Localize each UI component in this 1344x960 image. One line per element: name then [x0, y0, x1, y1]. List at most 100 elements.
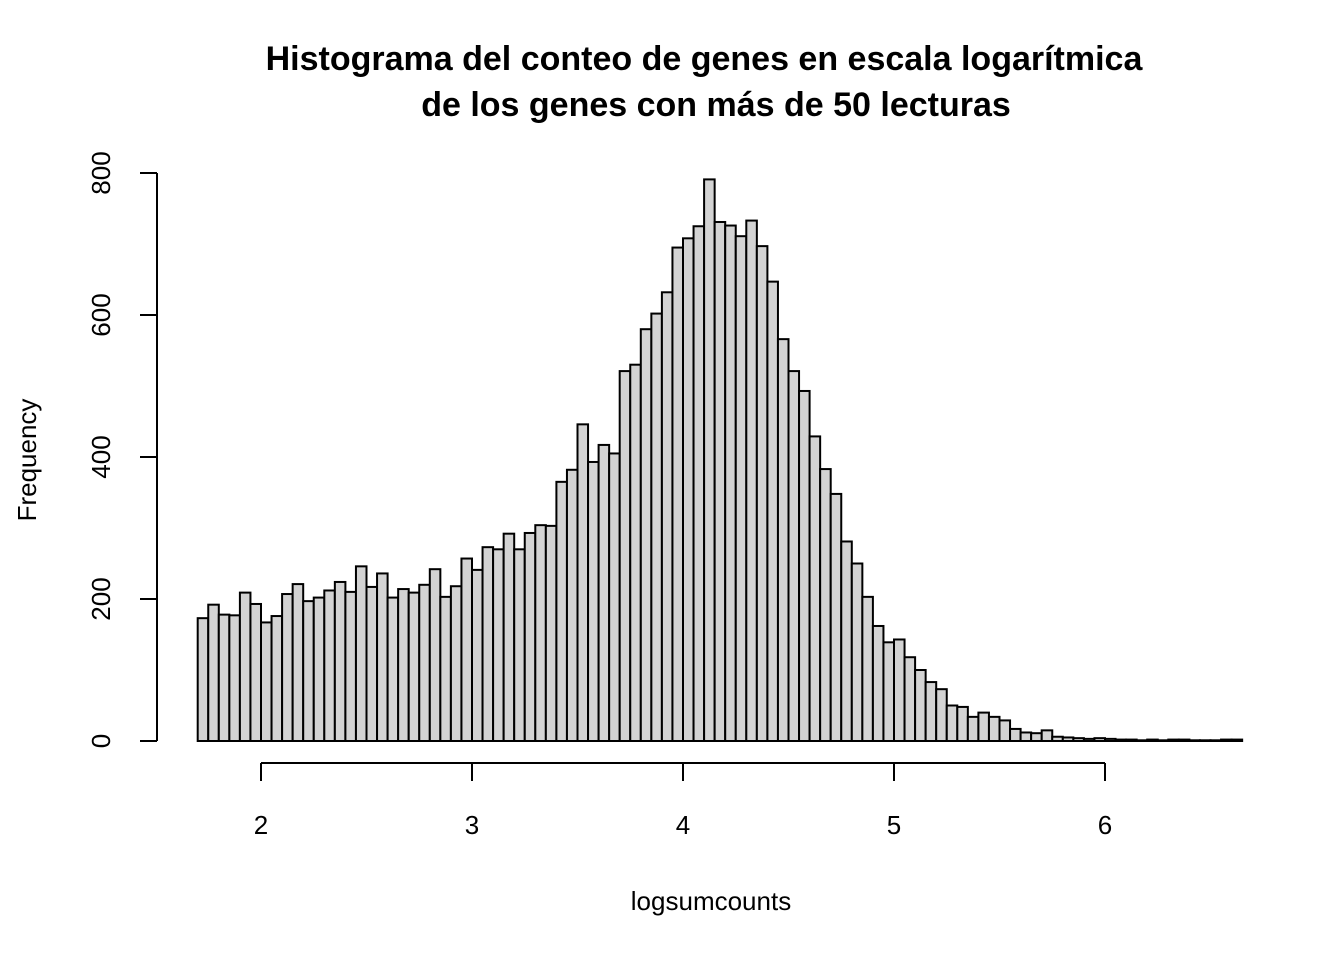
- histogram-bar: [386, 596, 400, 743]
- histogram-bar: [914, 669, 927, 742]
- histogram-bar: [755, 245, 769, 742]
- histogram-bar: [513, 548, 526, 742]
- histogram-bar: [840, 540, 853, 742]
- histogram-bar: [682, 237, 695, 742]
- histogram-bar: [766, 280, 779, 742]
- histogram-bar: [376, 572, 389, 742]
- histogram-bar: [1135, 739, 1149, 742]
- histogram-bar: [850, 562, 864, 742]
- histogram-bar: [639, 328, 653, 742]
- histogram-bar: [966, 715, 980, 742]
- histogram-bar: [692, 225, 706, 742]
- histogram-bar: [1198, 739, 1212, 742]
- histogram-bar: [924, 681, 938, 743]
- histogram-bar: [597, 443, 611, 742]
- bars: [196, 178, 1244, 743]
- histogram-bar: [660, 291, 674, 742]
- chart-title-line-1: Histograma del conteo de genes en escala…: [266, 40, 1144, 78]
- histogram-bar: [1061, 736, 1075, 743]
- histogram-bar: [745, 219, 758, 742]
- histogram-bar: [629, 363, 642, 742]
- histogram-bar: [1093, 737, 1106, 742]
- histogram-bar: [1114, 738, 1128, 743]
- histogram-bar: [1156, 739, 1170, 742]
- y-tick-label: 200: [86, 577, 116, 620]
- histogram-bar: [1167, 738, 1180, 743]
- histogram-bar: [977, 711, 990, 742]
- histogram-bar: [534, 524, 547, 742]
- histogram-bar: [893, 638, 906, 742]
- histogram-bar: [871, 624, 885, 742]
- y-tick-label: 800: [86, 151, 116, 194]
- histogram-bar: [819, 468, 832, 742]
- histogram-bar: [587, 460, 600, 742]
- histogram-bar: [1188, 739, 1201, 742]
- histogram-bar: [471, 568, 484, 743]
- histogram-bar: [365, 585, 379, 742]
- histogram-bar: [1146, 738, 1159, 743]
- histogram-bar: [608, 452, 621, 742]
- histogram-bar: [1009, 727, 1022, 742]
- histogram-bar: [1209, 739, 1223, 742]
- histogram-bar: [439, 595, 452, 742]
- histogram-bar: [323, 589, 336, 742]
- y-tick-label: 600: [86, 293, 116, 336]
- histogram-bar: [987, 715, 1001, 742]
- histogram-bar: [776, 338, 790, 742]
- histogram-bar: [1230, 738, 1244, 743]
- histogram-bar: [207, 603, 220, 742]
- histogram-bar: [481, 546, 495, 742]
- histogram-bar: [291, 583, 305, 743]
- y-axis: 0 200 400 600 800: [86, 151, 158, 748]
- histogram-bar: [260, 621, 273, 742]
- histogram-bar: [956, 705, 969, 742]
- histogram-bar: [618, 370, 632, 742]
- histogram-bar: [281, 593, 294, 743]
- histogram-bar: [1177, 738, 1191, 743]
- histogram-bar: [671, 246, 685, 743]
- histogram-bar: [196, 617, 210, 742]
- histogram-bar: [492, 548, 505, 742]
- histogram-bar: [1125, 738, 1138, 743]
- histogram-bar: [502, 532, 516, 742]
- histogram-bar: [344, 590, 357, 743]
- histogram-bar: [333, 580, 347, 743]
- x-tick-label: 2: [254, 810, 268, 840]
- histogram-bar: [1019, 731, 1033, 742]
- histogram-bar: [734, 235, 748, 742]
- histogram-bar: [903, 656, 917, 742]
- histogram-bar: [808, 435, 822, 742]
- histogram-bar: [544, 524, 558, 742]
- histogram-bar: [703, 178, 716, 742]
- histogram-bar: [428, 568, 442, 742]
- x-tick-label: 4: [676, 810, 690, 840]
- histogram-bar: [1220, 738, 1233, 743]
- histogram-bar: [1051, 735, 1064, 742]
- x-tick-label: 5: [887, 810, 901, 840]
- histogram-bar: [449, 585, 463, 742]
- histogram-bar: [1082, 737, 1096, 742]
- histogram-bar: [460, 557, 474, 743]
- histogram-bar: [238, 591, 252, 742]
- histogram-bar: [312, 596, 326, 743]
- y-tick-label: 400: [86, 435, 116, 478]
- histogram-bar: [523, 531, 537, 742]
- histogram-bar: [787, 370, 801, 742]
- histogram-bar: [998, 719, 1012, 742]
- histogram-bar: [1040, 729, 1054, 742]
- histogram-bar: [228, 614, 241, 743]
- y-tick-label: 0: [86, 734, 116, 748]
- histogram-bar: [555, 480, 568, 742]
- x-tick-label: 6: [1098, 810, 1112, 840]
- histogram-bar: [798, 389, 811, 742]
- histogram-bar: [397, 588, 410, 742]
- histogram-bar: [576, 423, 590, 742]
- chart-title-line-2: de los genes con más de 50 lecturas: [421, 86, 1011, 124]
- histogram-bar: [407, 591, 421, 742]
- y-axis-label: Frequency: [12, 399, 42, 522]
- histogram-bar: [302, 600, 315, 742]
- x-axis-label: logsumcounts: [631, 886, 791, 916]
- histogram-bar: [418, 583, 431, 742]
- histogram-bar: [935, 688, 948, 742]
